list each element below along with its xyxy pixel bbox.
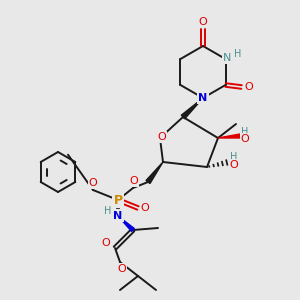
Text: P: P [113, 194, 123, 206]
Text: O: O [102, 238, 110, 248]
Text: O: O [158, 132, 166, 142]
Text: O: O [130, 176, 138, 186]
Text: H: H [104, 206, 112, 216]
Text: O: O [141, 203, 149, 213]
Polygon shape [181, 98, 203, 119]
Polygon shape [146, 162, 163, 184]
Text: O: O [199, 17, 207, 27]
Text: O: O [244, 82, 253, 92]
Text: H: H [234, 49, 241, 59]
Text: H: H [241, 127, 249, 137]
Polygon shape [118, 216, 134, 232]
Polygon shape [218, 134, 240, 138]
Text: O: O [230, 160, 238, 170]
Text: O: O [88, 178, 98, 188]
Text: N: N [198, 93, 208, 103]
Text: N: N [113, 211, 123, 221]
Text: O: O [241, 134, 249, 144]
Text: H: H [230, 152, 238, 162]
Text: N: N [223, 53, 232, 63]
Text: O: O [118, 264, 126, 274]
